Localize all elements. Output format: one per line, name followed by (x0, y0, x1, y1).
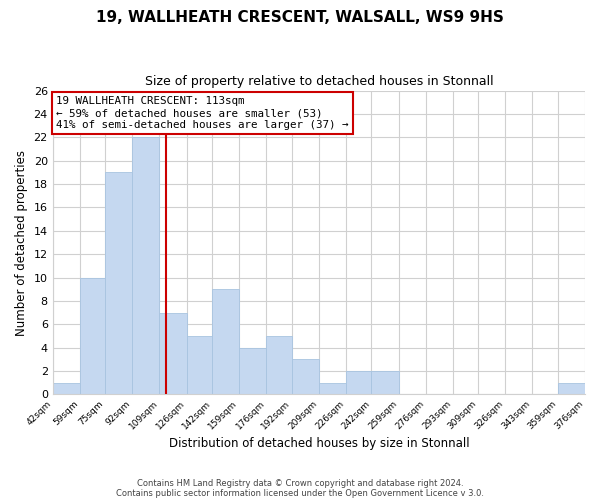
Text: 19, WALLHEATH CRESCENT, WALSALL, WS9 9HS: 19, WALLHEATH CRESCENT, WALSALL, WS9 9HS (96, 10, 504, 25)
Bar (346, 371, 371, 394)
Bar (80, 278, 105, 394)
Text: 19 WALLHEATH CRESCENT: 113sqm
← 59% of detached houses are smaller (53)
41% of s: 19 WALLHEATH CRESCENT: 113sqm ← 59% of d… (56, 96, 349, 130)
Bar (105, 172, 133, 394)
Title: Size of property relative to detached houses in Stonnall: Size of property relative to detached ho… (145, 75, 493, 88)
Bar (558, 383, 585, 394)
Bar (187, 336, 212, 394)
Bar (266, 336, 292, 394)
X-axis label: Distribution of detached houses by size in Stonnall: Distribution of detached houses by size … (169, 437, 469, 450)
Bar (133, 138, 160, 394)
Y-axis label: Number of detached properties: Number of detached properties (15, 150, 28, 336)
Bar (371, 371, 398, 394)
Text: Contains HM Land Registry data © Crown copyright and database right 2024.: Contains HM Land Registry data © Crown c… (137, 478, 463, 488)
Bar (212, 290, 239, 395)
Bar (160, 312, 187, 394)
Text: Contains public sector information licensed under the Open Government Licence v : Contains public sector information licen… (116, 488, 484, 498)
Bar (319, 383, 346, 394)
Bar (292, 360, 319, 394)
Bar (239, 348, 266, 395)
Bar (53, 383, 80, 394)
